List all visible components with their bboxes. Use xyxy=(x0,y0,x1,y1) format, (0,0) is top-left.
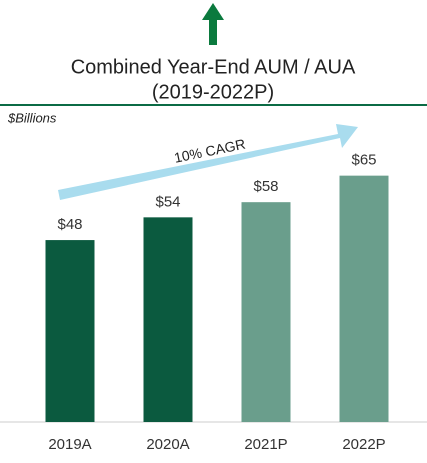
bar xyxy=(45,240,95,422)
x-tick-label: 2021P xyxy=(244,436,287,453)
units-label: $Billions xyxy=(7,110,57,125)
bar xyxy=(339,175,389,422)
bar xyxy=(241,202,291,422)
value-label: $54 xyxy=(155,193,180,210)
x-tick-label: 2020A xyxy=(146,436,189,453)
bar xyxy=(143,217,193,422)
chart-subtitle: (2019-2022P) xyxy=(152,81,274,103)
value-label: $58 xyxy=(253,178,278,195)
up-arrow xyxy=(202,3,224,45)
x-tick-label: 2022P xyxy=(342,436,385,453)
chart-title: Combined Year-End AUM / AUA xyxy=(71,56,356,78)
value-label: $48 xyxy=(57,216,82,233)
x-tick-label: 2019A xyxy=(48,436,91,453)
value-label: $65 xyxy=(351,152,376,169)
cagr-arrow xyxy=(58,124,358,200)
